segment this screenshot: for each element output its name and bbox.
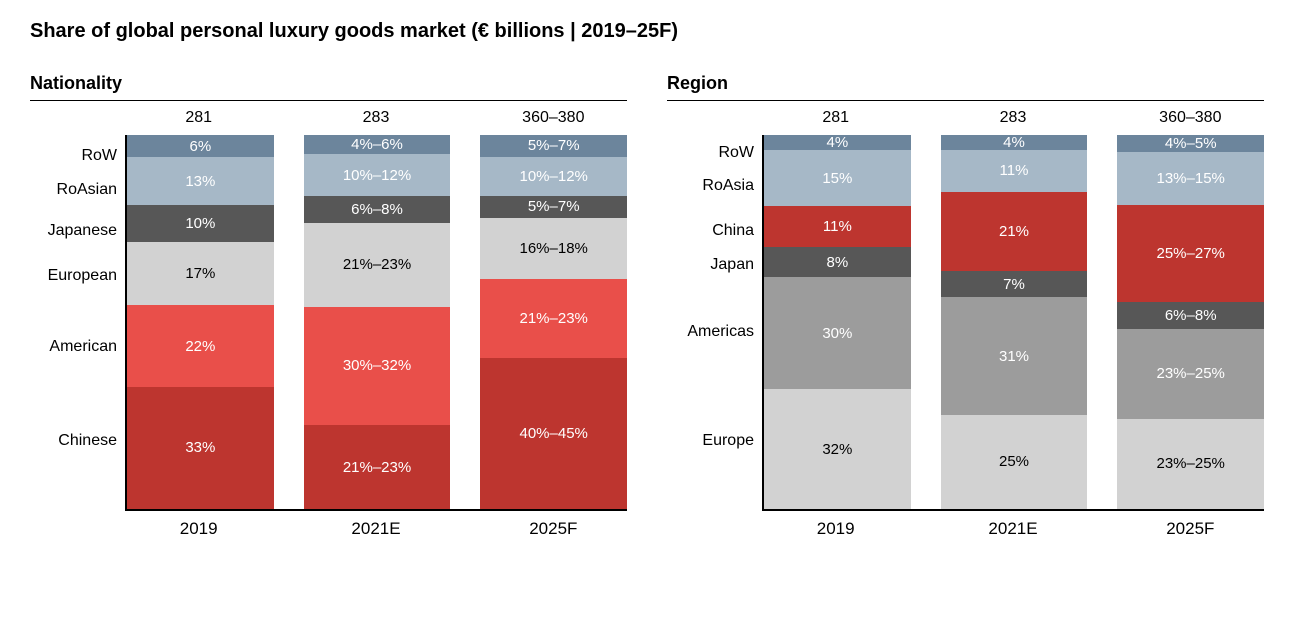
column-total: 360–380 (1117, 109, 1264, 135)
stacked-bar: 5%–7%10%–12%5%–7%16%–18%21%–23%40%–45% (480, 135, 627, 509)
bars-region: 281283360–380 4%15%11%8%30%32%4%11%21%7%… (762, 109, 1264, 539)
bar-segment: 10%–12% (304, 154, 451, 196)
chart-area: RoW RoAsia China Japan Americas Europe 281 283… (667, 109, 1264, 539)
bar-segment: 7% (941, 271, 1088, 297)
stacked-bar: 4%15%11%8%30%32% (764, 135, 911, 509)
stacked-bar: 4%–6%10%–12%6%–8%21%–23%30%–32%21%–23% (304, 135, 451, 509)
x-axis-label: 2021E (939, 519, 1086, 539)
bar-segment: 4% (764, 135, 911, 150)
bar-segment: 30%–32% (304, 307, 451, 425)
bar-segment: 22% (127, 305, 274, 386)
bar-segment: 33% (127, 387, 274, 509)
bar-segment: 5%–7% (480, 135, 627, 157)
bar-segment: 31% (941, 297, 1088, 414)
bar-segment: 16%–18% (480, 218, 627, 279)
bar-segment: 23%–25% (1117, 419, 1264, 509)
bar-segment: 15% (764, 150, 911, 206)
stacked-bar: 6%13%10%17%22%33% (127, 135, 274, 509)
x-axis-label: 2025F (480, 519, 627, 539)
category-label: American (49, 338, 117, 356)
x-axis-label: 2019 (762, 519, 909, 539)
bar-segment: 6% (127, 135, 274, 157)
bar-segment: 4%–5% (1117, 135, 1264, 152)
category-label: RoAsia (702, 177, 754, 195)
bars-region: 281283360–380 6%13%10%17%22%33%4%–6%10%–… (125, 109, 627, 539)
bar-segment: 6%–8% (1117, 302, 1264, 328)
column-total: 283 (939, 109, 1086, 135)
category-label: China (712, 222, 754, 240)
bar-segment: 25% (941, 415, 1088, 509)
bar-segment: 10%–12% (480, 157, 627, 197)
bar-segment: 21% (941, 192, 1088, 271)
chart-title: Share of global personal luxury goods ma… (30, 20, 1264, 43)
totals-row: 281 283 360–380 (762, 109, 1264, 135)
bar-segment: 13%–15% (1117, 152, 1264, 205)
panel-region: Region RoW RoAsia China Japan Americas Europe… (667, 73, 1264, 539)
y-axis-labels: RoW RoAsia China Japan Americas Europe (667, 109, 762, 539)
category-label: RoW (718, 144, 754, 162)
bar-segment: 11% (764, 206, 911, 247)
bars-row: 4%15%11%8%30%32%4%11%21%7%31%25%4%–5%13%… (762, 135, 1264, 511)
panel-title: Region (667, 73, 1264, 101)
category-label: Japan (710, 256, 754, 274)
x-axis-label: 2019 (125, 519, 272, 539)
bar-segment: 5%–7% (480, 196, 627, 218)
panel-nationality: Nationality RoW RoAsian Japanese European Am… (30, 73, 627, 539)
bar-segment: 30% (764, 277, 911, 389)
stacked-bar: 4%11%21%7%31%25% (941, 135, 1088, 509)
x-axis-label: 2021E (302, 519, 449, 539)
category-label: Chinese (58, 432, 117, 450)
category-label: Americas (687, 323, 754, 341)
bar-segment: 25%–27% (1117, 205, 1264, 303)
column-total: 281 (762, 109, 909, 135)
totals-row: 281 283 360–380 (125, 109, 627, 135)
chart-area: RoW RoAsian Japanese European American Chines… (30, 109, 627, 539)
column-total: 281 (125, 109, 272, 135)
bar-segment: 4%–6% (304, 135, 451, 154)
bar-segment: 21%–23% (480, 279, 627, 358)
bar-segment: 4% (941, 135, 1088, 150)
category-label: Japanese (48, 222, 117, 240)
bar-segment: 6%–8% (304, 196, 451, 223)
bar-segment: 21%–23% (304, 425, 451, 509)
x-axis-label: 2025F (1117, 519, 1264, 539)
stacked-bar: 4%–5%13%–15%25%–27%6%–8%23%–25%23%–25% (1117, 135, 1264, 509)
bars-row: 6%13%10%17%22%33%4%–6%10%–12%6%–8%21%–23… (125, 135, 627, 511)
category-label: RoAsian (57, 181, 117, 199)
bar-segment: 8% (764, 247, 911, 277)
bar-segment: 10% (127, 205, 274, 242)
category-label: RoW (81, 147, 117, 165)
x-axis-labels: 2019 2021E 2025F (125, 519, 627, 539)
charts-container: Nationality RoW RoAsian Japanese European Am… (30, 73, 1264, 539)
y-axis-labels: RoW RoAsian Japanese European American Chines… (30, 109, 125, 539)
x-axis-labels: 2019 2021E 2025F (762, 519, 1264, 539)
bar-segment: 32% (764, 389, 911, 509)
bar-segment: 40%–45% (480, 358, 627, 509)
category-label: Europe (702, 432, 754, 450)
panel-title: Nationality (30, 73, 627, 101)
bar-segment: 17% (127, 242, 274, 305)
bar-segment: 13% (127, 157, 274, 205)
column-total: 283 (302, 109, 449, 135)
column-total: 360–380 (480, 109, 627, 135)
bar-segment: 11% (941, 150, 1088, 192)
category-label: European (48, 267, 117, 285)
bar-segment: 23%–25% (1117, 329, 1264, 419)
bar-segment: 21%–23% (304, 223, 451, 307)
